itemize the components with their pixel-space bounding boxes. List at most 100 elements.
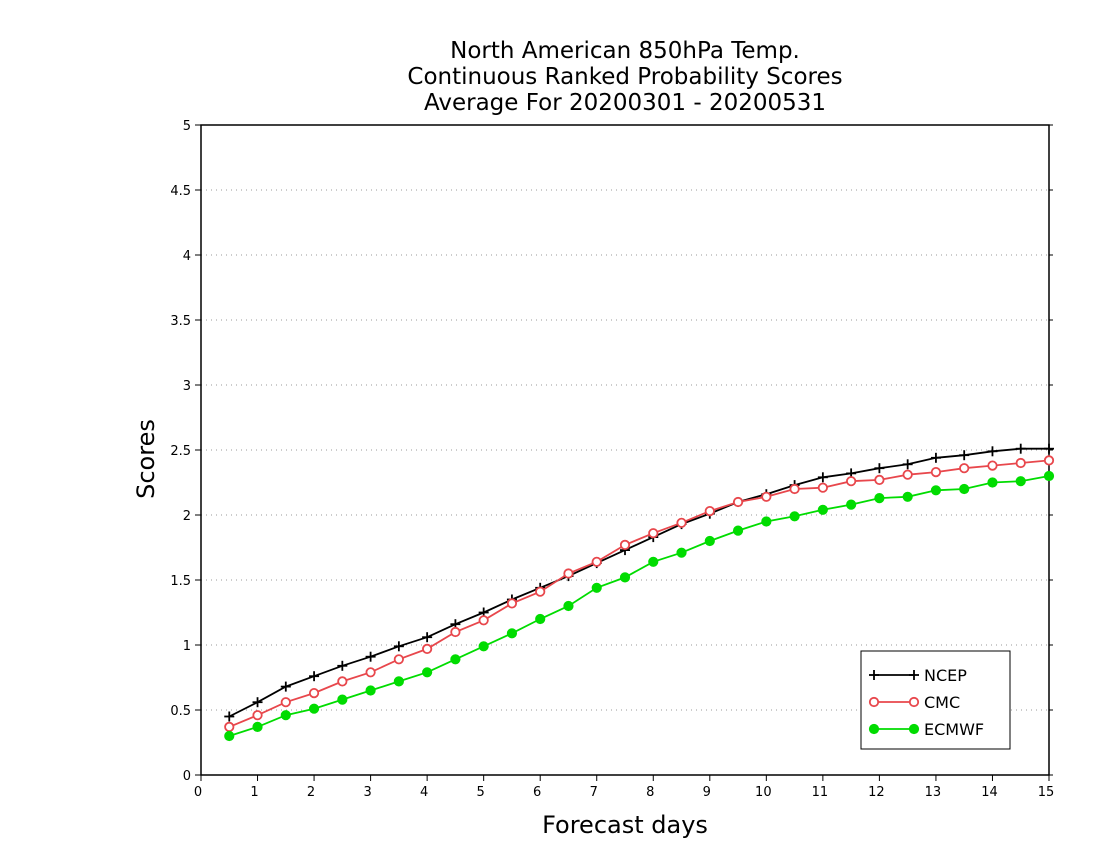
data-point-ncep bbox=[874, 463, 885, 474]
data-point-ecmwf bbox=[506, 628, 518, 639]
x-axis-label: Forecast days bbox=[542, 811, 708, 839]
data-point-ecmwf bbox=[761, 516, 772, 527]
legend-label-ecmwf: ECMWF bbox=[924, 720, 984, 739]
series-line-ncep bbox=[228, 447, 1049, 718]
y-tick-label: 3.5 bbox=[170, 314, 191, 329]
data-point-ecmwf bbox=[422, 667, 433, 678]
data-point-cmc bbox=[846, 476, 857, 487]
x-tick-label: 15 bbox=[1038, 785, 1055, 800]
x-tick-label: 4 bbox=[420, 785, 428, 800]
legend-marker-ncep bbox=[909, 670, 919, 680]
legend-item-ecmwf: ECMWF bbox=[873, 720, 984, 739]
data-point-cmc bbox=[874, 474, 885, 485]
y-tick-label: 1 bbox=[183, 639, 191, 654]
y-axis-label: Scores bbox=[132, 419, 160, 499]
data-point-ncep bbox=[309, 671, 320, 682]
data-point-cmc bbox=[591, 556, 602, 567]
legend-marker-ecmwf bbox=[908, 723, 920, 735]
data-point-cmc bbox=[761, 491, 772, 502]
data-point-ecmwf bbox=[874, 493, 885, 504]
x-tick-label: 0 bbox=[194, 785, 202, 800]
data-point-ncep bbox=[252, 697, 263, 708]
y-tick-label: 0.5 bbox=[170, 704, 191, 719]
data-point-ecmwf bbox=[1043, 470, 1055, 482]
data-point-ecmwf bbox=[902, 491, 913, 502]
legend-label-cmc: CMC bbox=[924, 693, 960, 712]
data-point-ecmwf bbox=[337, 694, 348, 705]
data-point-ecmwf bbox=[732, 525, 744, 536]
data-point-ecmwf bbox=[959, 483, 970, 495]
data-point-ecmwf bbox=[308, 703, 320, 714]
x-tick-label: 9 bbox=[703, 785, 711, 800]
data-point-cmc bbox=[393, 654, 404, 665]
legend: NCEP CMC ECMWF bbox=[860, 650, 1011, 750]
data-point-cmc bbox=[337, 676, 348, 687]
legend-marker-ncep bbox=[869, 670, 879, 680]
chart-title-line-1: North American 850hPa Temp. bbox=[450, 38, 800, 64]
x-tick-label: 5 bbox=[477, 785, 485, 800]
data-point-ecmwf bbox=[393, 676, 404, 687]
data-point-ecmwf bbox=[619, 572, 631, 583]
y-tick-label: 4.5 bbox=[170, 184, 191, 199]
data-point-cmc bbox=[506, 598, 518, 609]
y-tick-label: 3 bbox=[183, 379, 191, 394]
data-point-ecmwf bbox=[704, 535, 715, 547]
data-point-ncep bbox=[930, 452, 941, 463]
y-tick-label: 5 bbox=[183, 119, 191, 134]
data-point-ecmwf bbox=[817, 504, 828, 515]
data-point-cmc bbox=[648, 528, 659, 539]
data-point-cmc bbox=[732, 496, 744, 508]
x-tick-label: 6 bbox=[533, 785, 541, 800]
x-tick-label: 11 bbox=[812, 785, 829, 800]
data-point-ecmwf bbox=[280, 710, 291, 721]
x-tick-label: 3 bbox=[363, 785, 371, 800]
data-point-cmc bbox=[563, 568, 574, 579]
data-point-cmc bbox=[224, 721, 235, 733]
data-point-ecmwf bbox=[450, 654, 461, 665]
data-point-ncep bbox=[902, 459, 913, 470]
data-point-ecmwf bbox=[846, 499, 857, 510]
x-tick-label: 12 bbox=[868, 785, 885, 800]
data-point-ncep bbox=[987, 446, 998, 457]
data-point-ecmwf bbox=[252, 721, 263, 733]
data-point-cmc bbox=[817, 482, 828, 493]
legend-item-ncep: NCEP bbox=[873, 666, 967, 685]
data-point-ncep bbox=[365, 651, 376, 662]
chart-title-line-3: Average For 20200301 - 20200531 bbox=[424, 90, 826, 116]
legend-item-cmc: CMC bbox=[873, 693, 960, 712]
data-point-cmc bbox=[987, 460, 998, 471]
data-point-cmc bbox=[676, 517, 687, 528]
data-point-cmc bbox=[280, 697, 291, 708]
data-point-cmc bbox=[1043, 455, 1055, 466]
data-point-cmc bbox=[535, 586, 546, 597]
legend-box bbox=[860, 650, 1011, 750]
y-tick-label: 0 bbox=[183, 769, 191, 784]
y-tick-label: 1.5 bbox=[170, 574, 191, 589]
data-point-ncep bbox=[393, 641, 404, 652]
data-point-ncep bbox=[817, 472, 828, 483]
legend-marker-cmc bbox=[868, 696, 880, 708]
x-tick-label: 10 bbox=[755, 785, 772, 800]
data-point-ecmwf bbox=[648, 556, 659, 567]
data-point-cmc bbox=[308, 687, 320, 699]
data-point-ecmwf bbox=[676, 547, 687, 558]
data-point-cmc bbox=[930, 466, 942, 478]
data-point-ncep bbox=[280, 681, 291, 692]
data-point-ncep bbox=[1015, 443, 1026, 454]
data-point-ncep bbox=[337, 660, 348, 671]
data-point-ecmwf bbox=[535, 613, 546, 625]
x-tick-label: 1 bbox=[250, 785, 258, 800]
data-point-cmc bbox=[1015, 457, 1026, 469]
data-point-ecmwf bbox=[591, 582, 602, 593]
legend-label-ncep: NCEP bbox=[924, 666, 967, 685]
data-point-ncep bbox=[224, 711, 235, 722]
x-tick-label: 13 bbox=[925, 785, 942, 800]
data-point-cmc bbox=[619, 539, 631, 551]
data-point-cmc bbox=[902, 469, 913, 480]
legend-marker-cmc bbox=[908, 696, 920, 708]
y-tick-label: 2.5 bbox=[170, 444, 191, 459]
data-point-ncep bbox=[959, 450, 970, 461]
data-point-cmc bbox=[365, 667, 376, 678]
